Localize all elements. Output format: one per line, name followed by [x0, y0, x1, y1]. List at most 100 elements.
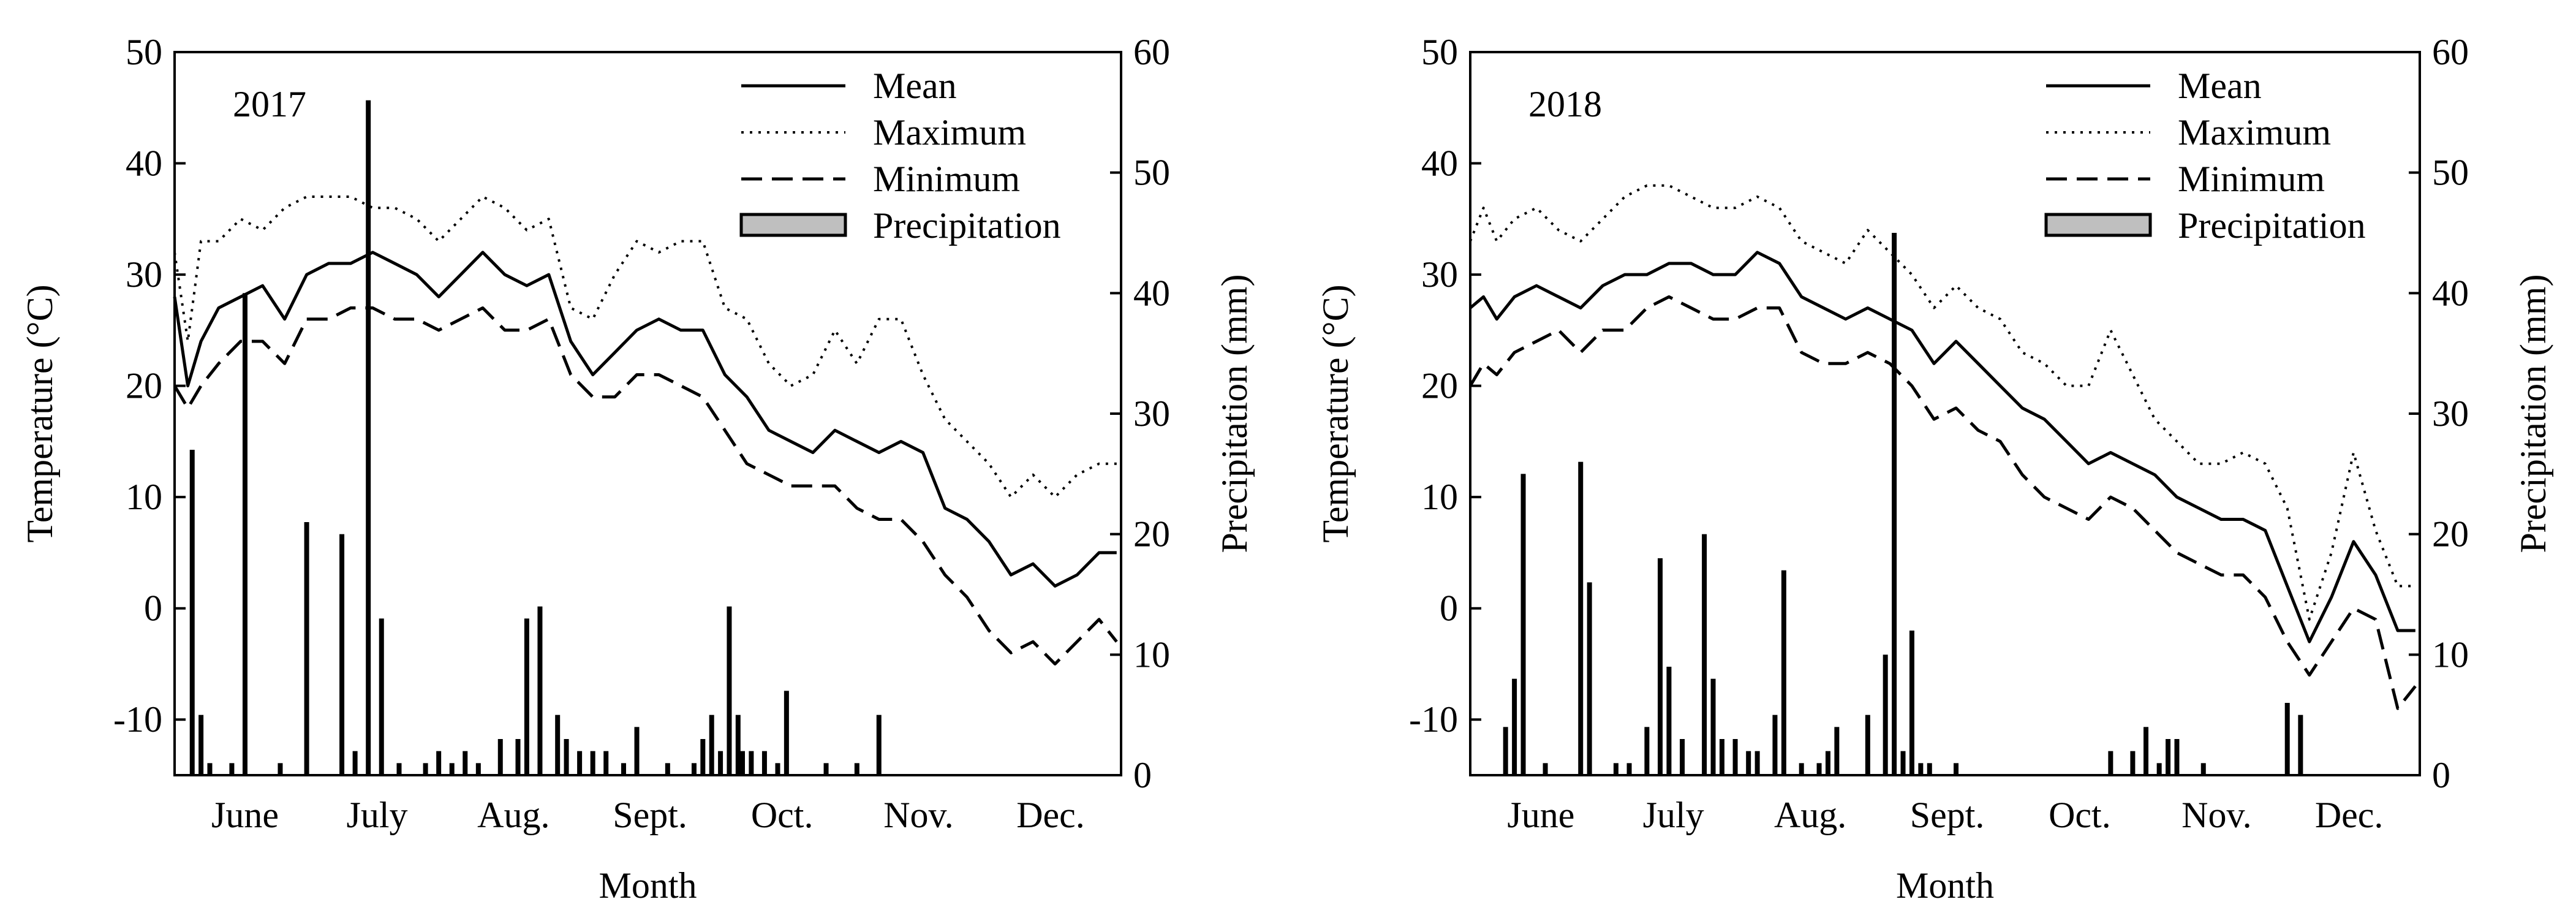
left-y-tick-label: 30 [126, 254, 162, 295]
right-y-tick-label: 40 [1133, 273, 1170, 313]
precipitation-bar [1892, 233, 1897, 775]
precipitation-bar [436, 751, 442, 775]
x-month-label: Sept. [1910, 795, 1985, 835]
x-month-label: July [347, 795, 408, 835]
precipitation-bar [1644, 727, 1650, 775]
legend-label: Precipitation [873, 205, 1061, 246]
precipitation-bar [379, 618, 384, 775]
precipitation-bar [603, 751, 609, 775]
series-line-minimum [1468, 295, 2417, 710]
legend: Mean Maximum Minimum Precipitation [739, 66, 1061, 246]
precipitation-bar [1834, 727, 1840, 775]
precipitation-bar [634, 727, 640, 775]
left-y-tick-label: 40 [126, 143, 162, 184]
precipitation-bar [304, 522, 309, 775]
series-line-minimum [173, 306, 1118, 665]
precipitation-bar [718, 751, 723, 775]
precipitation-bar [577, 751, 583, 775]
precipitation-bar [1772, 715, 1778, 775]
precipitation-bar [1520, 474, 1526, 775]
left-y-tick-label: -10 [1409, 699, 1458, 740]
precipitation-bar [515, 739, 521, 775]
left-y-tick-label: 10 [1421, 477, 1458, 517]
precipitation-bar [1710, 678, 1716, 775]
precipitation-bar [876, 715, 882, 775]
right-y-tick-label: 10 [2432, 634, 2469, 675]
left-y-axis-title: Temperature (°C) [20, 284, 60, 542]
x-month-label: June [211, 795, 279, 835]
precipitation-bar [1816, 763, 1822, 775]
precipitation-bar [761, 751, 767, 775]
x-month-label: Nov. [883, 795, 953, 835]
precipitation-bar [1719, 739, 1724, 775]
precipitation-bar [2130, 751, 2136, 775]
left-y-tick-label: 50 [126, 32, 162, 72]
chart-panel-2018: 50 40 30 20 10 0 -10 60 50 40 30 20 10 0 June July Aug. S… [1315, 32, 2553, 906]
precipitation-bar [665, 763, 670, 775]
precipitation-bar [1799, 763, 1804, 775]
precipitation-bar [727, 606, 732, 775]
precipitation-bar [2284, 703, 2290, 775]
legend-label: Mean [2178, 66, 2262, 106]
x-month-label: Oct. [751, 795, 814, 835]
precipitation-bar [524, 618, 529, 775]
panel-year-label: 2018 [1528, 84, 1602, 124]
precipitation-bar [1702, 534, 1707, 775]
precipitation-bar [198, 715, 204, 775]
precipitation-bar [1927, 763, 1932, 775]
precipitation-bar [396, 763, 402, 775]
precipitation-bar [2174, 739, 2180, 775]
precipitation-bar [700, 739, 706, 775]
precipitation-bar [1613, 763, 1618, 775]
precipitation-bar [1781, 570, 1786, 775]
x-month-label: June [1507, 795, 1574, 835]
precipitation-bar [537, 606, 543, 775]
legend-label: Mean [873, 66, 957, 106]
chart-panel-2017: 50 40 30 20 10 0 -10 60 50 40 30 20 10 0 June July Aug. S… [20, 32, 1255, 906]
x-month-label: Oct. [2049, 795, 2111, 835]
right-y-tick-label: 20 [2432, 514, 2469, 555]
legend-label: Minimum [2178, 159, 2325, 199]
legend-label: Minimum [873, 159, 1020, 199]
right-y-tick-label: 50 [2432, 153, 2469, 193]
series-line-mean [1469, 251, 2415, 643]
right-y-tick-label: 40 [2432, 273, 2469, 313]
legend-swatch-precipitation [2044, 213, 2152, 237]
precipitation-bar [823, 763, 829, 775]
precipitation-bar [463, 751, 468, 775]
precipitation-bar [278, 763, 283, 775]
right-y-tick-label: 0 [1133, 755, 1152, 795]
precipitation-bar [784, 691, 789, 775]
left-y-tick-label: -10 [113, 699, 162, 740]
precipitation-bar [1865, 715, 1870, 775]
precipitation-bar [1732, 739, 1738, 775]
left-y-tick-label: 10 [126, 477, 162, 517]
left-y-axis-title: Temperature (°C) [1315, 284, 1356, 542]
x-month-label: Dec. [2315, 795, 2384, 835]
precipitation-bar [1900, 751, 1906, 775]
x-month-label: Nov. [2181, 795, 2251, 835]
left-y-tick-label: 20 [126, 366, 162, 406]
precipitation-bar [2298, 715, 2303, 775]
precipitation-bar [475, 763, 481, 775]
right-y-tick-label: 30 [2432, 393, 2469, 434]
x-axis-title: Month [599, 865, 697, 906]
precipitation-bar [229, 763, 235, 775]
precipitation-bar [1587, 582, 1592, 775]
precipitation-bar [1666, 667, 1672, 775]
precipitation-bar [1883, 654, 1888, 775]
right-y-axis-title: Precipitation (mm) [1214, 275, 1255, 553]
legend-swatch-precipitation [739, 213, 847, 237]
legend-label: Precipitation [2178, 205, 2366, 246]
left-y-tick-label: 20 [1421, 366, 1458, 406]
x-axis-title: Month [1896, 865, 1994, 906]
precipitation-bar [2144, 727, 2149, 775]
precipitation-bar [749, 751, 754, 775]
precipitation-bar [366, 100, 371, 776]
precipitation-bar [1543, 763, 1548, 775]
precipitation-bar [1503, 727, 1508, 775]
legend: Mean Maximum Minimum Precipitation [2044, 66, 2366, 246]
right-y-tick-label: 0 [2432, 755, 2450, 795]
precipitation-bar [497, 739, 503, 775]
series-line-mean [173, 251, 1117, 588]
